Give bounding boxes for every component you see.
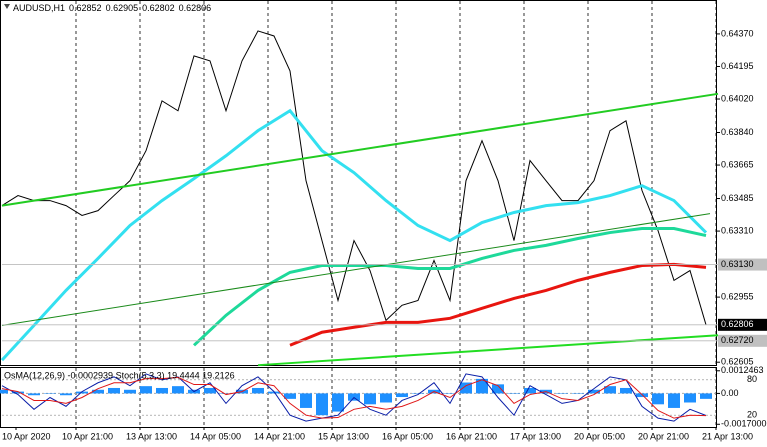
histogram-bar	[396, 393, 408, 398]
y-tick-label: 0.63840	[721, 127, 754, 137]
histogram-bar	[172, 386, 184, 394]
x-tick-label: 16 Apr 05:00	[382, 431, 433, 441]
y-tick-label: 0.62955	[721, 291, 754, 301]
histogram-bar	[460, 382, 472, 394]
histogram-bar	[204, 387, 216, 394]
histogram-bar	[508, 393, 520, 394]
x-tick-label: 14 Apr 21:00	[254, 431, 305, 441]
price-label: 0.62720	[721, 335, 754, 345]
series-line	[192, 226, 707, 347]
x-tick-label: 21 Apr 13:00	[702, 431, 753, 441]
series-line	[289, 262, 707, 347]
symbol: AUDUSD,H1	[13, 3, 65, 13]
histogram-bar	[444, 393, 456, 394]
histogram-bar	[300, 393, 312, 408]
histogram-bar	[220, 393, 232, 394]
x-tick-label: 20 Apr 21:00	[638, 431, 689, 441]
x-tick-label: 13 Apr 13:00	[126, 431, 177, 441]
y-tick-label: 0.00	[721, 388, 739, 398]
x-tick-label: 16 Apr 21:00	[446, 431, 497, 441]
ohlc-value: 0.62802	[142, 3, 175, 13]
price-label-bg	[718, 334, 767, 347]
histogram-bar	[364, 393, 376, 405]
histogram-bar	[76, 391, 88, 394]
histogram-bar	[572, 393, 584, 394]
series-line	[1, 30, 707, 325]
ohlc-value: 0.62806	[179, 3, 212, 13]
histogram-bar	[252, 387, 264, 394]
y-tick-label: 0.63310	[721, 225, 754, 235]
histogram-bar	[684, 393, 696, 403]
trend-line	[1, 92, 719, 207]
histogram-bar	[284, 393, 296, 399]
price-label-bg	[718, 318, 767, 331]
chart-title: AUDUSD,H1 0.62852 0.62905 0.62802 0.62806	[13, 3, 211, 13]
trend-line	[1, 213, 711, 326]
ohlc-value: 0.62905	[106, 3, 139, 13]
histogram-bar	[524, 387, 536, 394]
y-tick-label: 0.0012463	[721, 365, 764, 375]
series-line	[0, 108, 708, 362]
histogram-bar	[556, 393, 568, 394]
histogram-bar	[124, 389, 136, 394]
x-tick-label: 20 Apr 05:00	[574, 431, 625, 441]
y-tick-label: 0.63485	[721, 193, 754, 203]
y-tick-label: 0.63665	[721, 159, 754, 169]
x-tick-label: 15 Apr 13:00	[318, 431, 369, 441]
x-tick-label: 10 Apr 21:00	[62, 431, 113, 441]
histogram-bar	[140, 386, 152, 394]
histogram-bar	[412, 393, 424, 394]
trend-line	[257, 334, 719, 367]
main-panel	[0, 0, 717, 366]
x-tick-label: 17 Apr 13:00	[510, 431, 561, 441]
x-tick-label: 10 Apr 2020	[2, 431, 51, 441]
series-line	[1, 376, 707, 419]
histogram-bar	[652, 393, 664, 405]
ohlc-value: 0.62852	[69, 3, 102, 13]
histogram-bar	[332, 393, 344, 412]
histogram-bar	[476, 378, 488, 394]
price-label: 0.63130	[721, 259, 754, 269]
price-label-bg	[718, 258, 767, 271]
histogram-bar	[604, 386, 616, 394]
histogram-bar	[0, 389, 8, 394]
histogram-bar	[60, 393, 72, 396]
histogram-bar	[700, 393, 712, 399]
histogram-bar	[156, 387, 168, 394]
histogram-bar	[380, 393, 392, 403]
y-tick-label: 0.62605	[721, 357, 754, 367]
histogram-bar	[44, 393, 56, 394]
histogram-bar	[12, 391, 24, 394]
y2-tick-label: 20	[747, 410, 757, 420]
y-tick-label: 0.64195	[721, 61, 754, 71]
y2-tick-label: 80	[747, 374, 757, 384]
histogram-bar	[316, 393, 328, 416]
histogram-bar	[620, 387, 632, 394]
y-tick-label: -0.0017000	[721, 419, 767, 429]
histogram-bar	[492, 384, 504, 394]
price-label: 0.62806	[721, 319, 754, 329]
indicator-title: OsMA(12,26,9) -0.0002939 Stoch(5,3,3) 19…	[4, 370, 235, 380]
histogram-bar	[588, 389, 600, 394]
histogram-bar	[28, 393, 40, 396]
histogram-bar	[92, 389, 104, 394]
y-tick-label: 0.64020	[721, 93, 754, 103]
header-icon	[4, 4, 10, 9]
histogram-bar	[268, 391, 280, 394]
histogram-bar	[668, 393, 680, 408]
y-tick-label: 0.64370	[721, 28, 754, 38]
series-line	[1, 373, 707, 422]
histogram-bar	[108, 387, 120, 394]
x-tick-label: 14 Apr 05:00	[190, 431, 241, 441]
